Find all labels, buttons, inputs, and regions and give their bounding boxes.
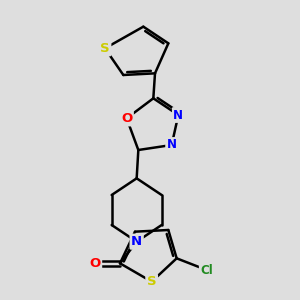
- Text: S: S: [147, 275, 157, 288]
- Text: N: N: [173, 109, 183, 122]
- Text: O: O: [121, 112, 132, 125]
- Text: N: N: [131, 235, 142, 248]
- Text: S: S: [100, 42, 110, 55]
- Text: N: N: [167, 139, 177, 152]
- Text: Cl: Cl: [200, 263, 213, 277]
- Text: O: O: [89, 257, 100, 270]
